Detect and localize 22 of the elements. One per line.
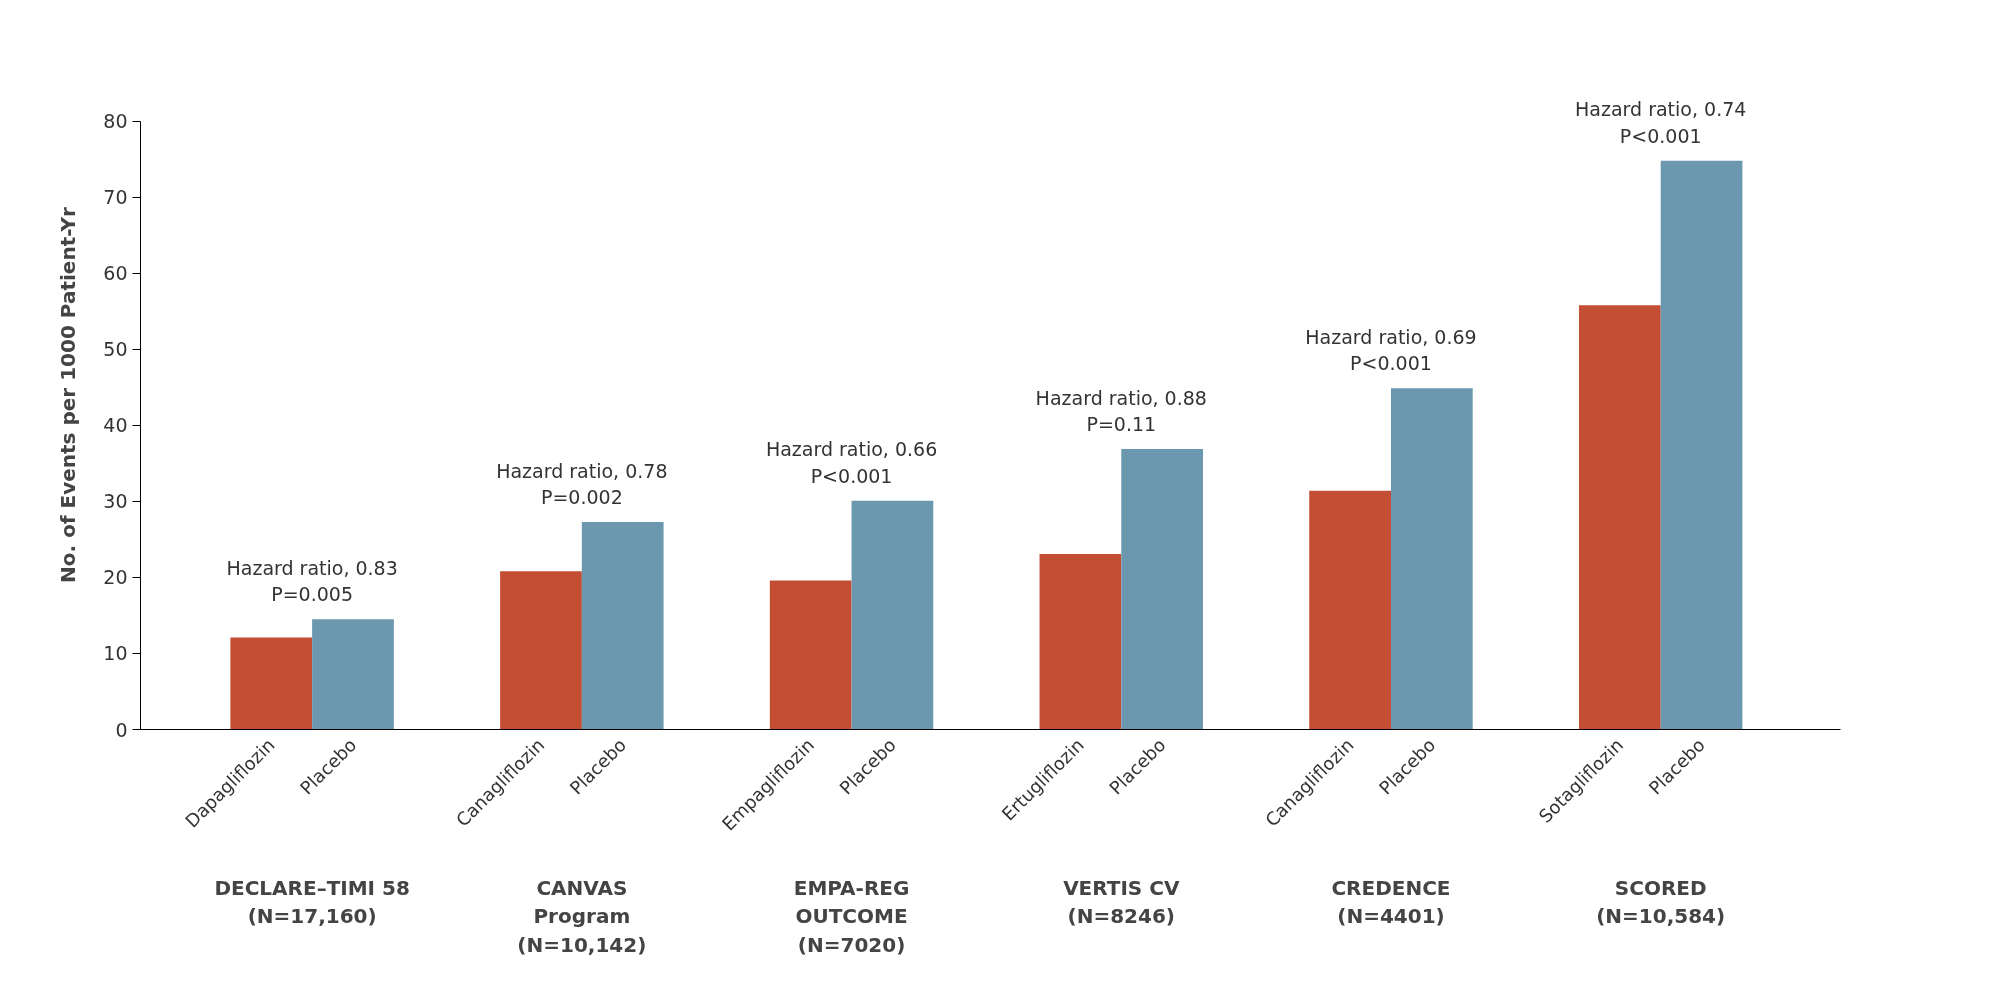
y-axis-title: No. of Events per 1000 Patient-Yr bbox=[56, 206, 81, 583]
text: EMPA-REG OUTCOME (N=7020) bbox=[793, 875, 910, 958]
y-tick-label: 30 bbox=[103, 490, 128, 513]
y-tick-label: 70 bbox=[103, 186, 128, 209]
annotation: Hazard ratio, 0.83 P=0.005 bbox=[226, 556, 398, 606]
y-tick-label: 50 bbox=[103, 338, 128, 361]
annotation: Hazard ratio, 0.78 P=0.002 bbox=[496, 459, 668, 508]
text: VERTIS CV (N=8246) bbox=[1063, 875, 1180, 929]
text: SCORED (N=10,584) bbox=[1596, 875, 1726, 929]
text: CREDENCE (N=4401) bbox=[1331, 875, 1451, 929]
y-tick-label: 0 bbox=[115, 718, 128, 741]
annotation: Hazard ratio, 0.88 P=0.11 bbox=[1035, 386, 1207, 435]
annotation: Hazard ratio, 0.74 P<0.001 bbox=[1575, 98, 1747, 147]
y-tick-label: 40 bbox=[103, 414, 128, 437]
y-tick-label: 10 bbox=[103, 642, 128, 665]
annotation: Hazard ratio, 0.69 P<0.001 bbox=[1305, 325, 1477, 375]
y-tick-label: 20 bbox=[103, 566, 128, 589]
y-tick-label: 60 bbox=[103, 262, 128, 285]
y-tick-label: 80 bbox=[103, 110, 128, 133]
text: DECLARE–TIMI 58 (N=17,160) bbox=[214, 875, 410, 929]
text: CANVAS Program (N=10,142) bbox=[517, 875, 647, 958]
annotation: Hazard ratio, 0.66 P<0.001 bbox=[765, 438, 938, 487]
